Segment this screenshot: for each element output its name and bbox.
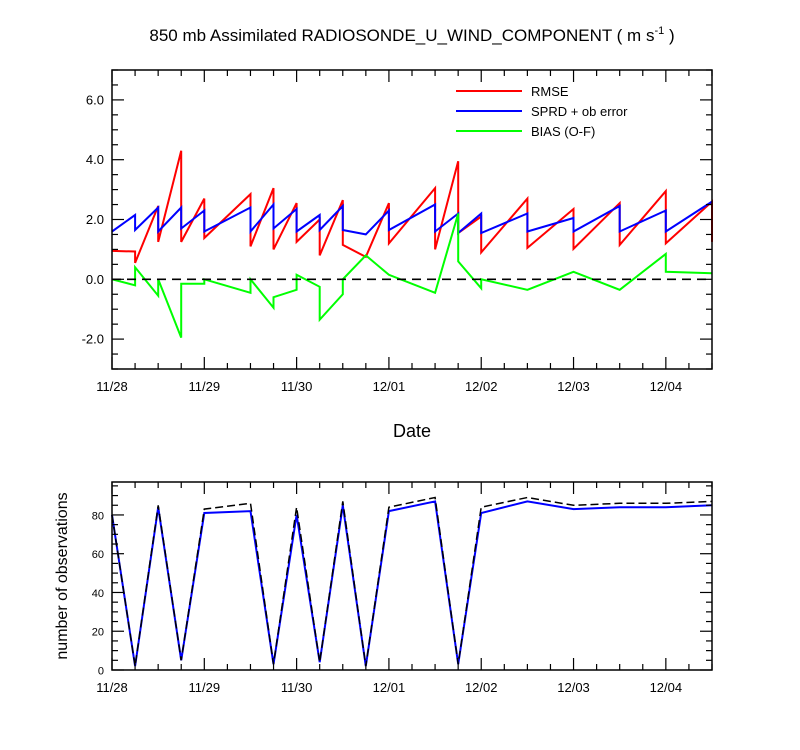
top-panel: 11/28 11/29 11/30 12/01 12/02 12/03 12/04 -2.0 0…: [82, 69, 713, 394]
x-tick-label: 11/30: [281, 680, 313, 695]
x-tick-label: 12/03: [557, 379, 590, 394]
series-line-1: [111, 200, 713, 236]
x-tick-label: 12/01: [373, 379, 406, 394]
legend-label-0: RMSE: [531, 84, 569, 99]
bottom-plot-frame: [111, 481, 713, 671]
chart-title-end: ): [664, 26, 674, 45]
y-tick-label: 4.0: [86, 152, 104, 167]
bottom-axis-ticks: 11/28 11/29 11/30 12/01 12/02 12/03 12/04 0 20 40…: [92, 482, 713, 695]
legend: RMSE SPRD + ob error BIAS (O-F): [456, 84, 628, 139]
x-tick-label: 11/30: [281, 379, 313, 394]
bottom-panel: 11/28 11/29 11/30 12/01 12/02 12/03 12/04 0 20 40…: [92, 481, 713, 695]
y-tick-label: 40: [92, 588, 104, 600]
y-tick-label: -2.0: [82, 332, 104, 347]
x-tick-label: 11/29: [189, 379, 221, 394]
chart-title-main: 850 mb Assimilated RADIOSONDE_U_WIND_COM…: [149, 26, 654, 45]
bottom-series-group: [111, 496, 713, 667]
x-tick-label: 12/04: [650, 379, 683, 394]
top-axis-ticks: 11/28 11/29 11/30 12/01 12/02 12/03 12/04 -2.0 0…: [82, 69, 713, 394]
x-tick-label: 11/29: [189, 680, 221, 695]
x-tick-label: 11/28: [96, 680, 128, 695]
chart-title-sup: -1: [654, 25, 664, 37]
y-tick-label: 60: [92, 549, 104, 561]
y-tick-label: 2.0: [86, 212, 104, 227]
x-tick-label: 12/02: [465, 680, 498, 695]
series-line-2: [111, 213, 713, 338]
legend-label-2: BIAS (O-F): [531, 124, 595, 139]
y-tick-label: 20: [92, 627, 104, 639]
top-series-group: [111, 150, 713, 338]
x-axis-label: Date: [393, 421, 431, 441]
x-tick-label: 12/01: [373, 680, 406, 695]
chart-title: 850 mb Assimilated RADIOSONDE_U_WIND_COM…: [149, 25, 674, 45]
y-tick-label: 6.0: [86, 92, 104, 107]
x-tick-label: 12/04: [650, 680, 683, 695]
y-axis-label-observations: number of observations: [54, 492, 71, 659]
y-tick-label: 0: [98, 666, 104, 678]
y-tick-label: 0.0: [86, 272, 104, 287]
x-tick-label: 12/02: [465, 379, 498, 394]
y-tick-label: 80: [92, 510, 104, 522]
x-tick-label: 11/28: [96, 379, 128, 394]
x-tick-label: 12/03: [557, 680, 590, 695]
series-line-0: [111, 150, 713, 264]
series-line-1: [111, 496, 713, 667]
legend-label-1: SPRD + ob error: [531, 104, 628, 119]
